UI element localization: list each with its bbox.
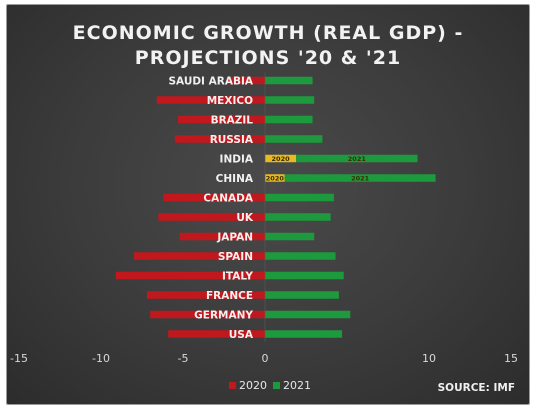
x-axis-ticks: -15 -10 -5 0 10 15 [10, 352, 518, 365]
x-tick-label: 15 [504, 352, 518, 365]
bar-2021-brazil [265, 115, 313, 124]
bar-2021-saudi-arabia [265, 76, 313, 85]
bar-2021-spain [265, 252, 336, 260]
x-tick-label: -10 [92, 352, 110, 365]
bar-2020-brazil [178, 115, 265, 124]
bar-2020-mexico [156, 96, 265, 104]
category-label-china: CHINA [216, 173, 254, 185]
category-label-india: INDIA [220, 154, 254, 166]
category-label-germany: GERMANY [194, 310, 253, 322]
bar-2020-saudi-arabia [227, 76, 265, 85]
bar-2021-china [284, 174, 436, 182]
source-note: SOURCE: IMF [438, 382, 515, 394]
bar-2021-japan [265, 232, 315, 241]
category-label-uk: UK [236, 212, 254, 224]
bar-2021-usa [265, 330, 343, 338]
bar-2021-uk [265, 213, 331, 221]
category-label-saudi-arabia: SAUDI ARABIA [168, 76, 253, 88]
category-label-france: FRANCE [206, 290, 253, 302]
bar-2020-usa [168, 330, 265, 338]
category-label-italy: ITALY [222, 271, 253, 283]
chart-frame: ECONOMIC GROWTH (REAL GDP) - PROJECTIONS… [6, 4, 530, 405]
bar-2020-italy [115, 271, 265, 280]
legend-label-2020: 2020 [239, 379, 267, 392]
bars-layer: SAUDI ARABIA MEXICO BRAZIL RUSSIA 2020 2021 IN… [115, 72, 436, 342]
bar-2021-canada [265, 193, 334, 202]
category-label-russia: RUSSIA [210, 134, 254, 146]
legend-swatch-2021 [273, 382, 280, 389]
x-tick-label: 10 [422, 352, 436, 365]
bar-2020-spain [133, 252, 265, 260]
bar-2021-mexico [265, 96, 315, 104]
bar-2020-uk [158, 213, 265, 221]
category-label-mexico: MEXICO [207, 95, 253, 107]
category-label-canada: CANADA [203, 193, 253, 205]
x-tick-label: -5 [178, 352, 189, 365]
bar-2021-italy [265, 271, 344, 280]
bar-2021-india [296, 154, 418, 163]
bar-label-2021-india: 2021 [348, 155, 367, 163]
x-tick-label: 0 [262, 352, 269, 365]
category-label-brazil: BRAZIL [211, 115, 254, 127]
chart-title-line-2: PROJECTIONS '20 & '21 [135, 47, 401, 69]
legend: 2020 2021 [229, 379, 311, 392]
category-label-usa: USA [229, 329, 254, 341]
bar-2020-canada [163, 193, 265, 202]
bar-2020-japan [179, 232, 265, 241]
bar-label-2021-china: 2021 [351, 174, 370, 182]
legend-label-2021: 2021 [283, 379, 311, 392]
bar-2020-china [265, 174, 285, 182]
bar-2020-russia [174, 135, 265, 143]
category-label-spain: SPAIN [218, 251, 253, 263]
legend-swatch-2020 [229, 382, 236, 389]
bar-label-2020-india: 2020 [272, 155, 291, 163]
bar-2021-france [265, 291, 339, 299]
bar-label-2020-china: 2020 [266, 174, 285, 182]
x-tick-label: -15 [10, 352, 28, 365]
bar-2021-germany [265, 310, 351, 319]
bar-2020-france [146, 291, 265, 299]
bar-2020-germany [150, 310, 265, 319]
bar-2021-russia [265, 135, 323, 143]
category-label-japan: JAPAN [216, 232, 253, 244]
chart-canvas: ECONOMIC GROWTH (REAL GDP) - PROJECTIONS… [10, 22, 518, 394]
bar-2020-india [265, 154, 297, 163]
chart-title-line-1: ECONOMIC GROWTH (REAL GDP) - [73, 22, 464, 44]
